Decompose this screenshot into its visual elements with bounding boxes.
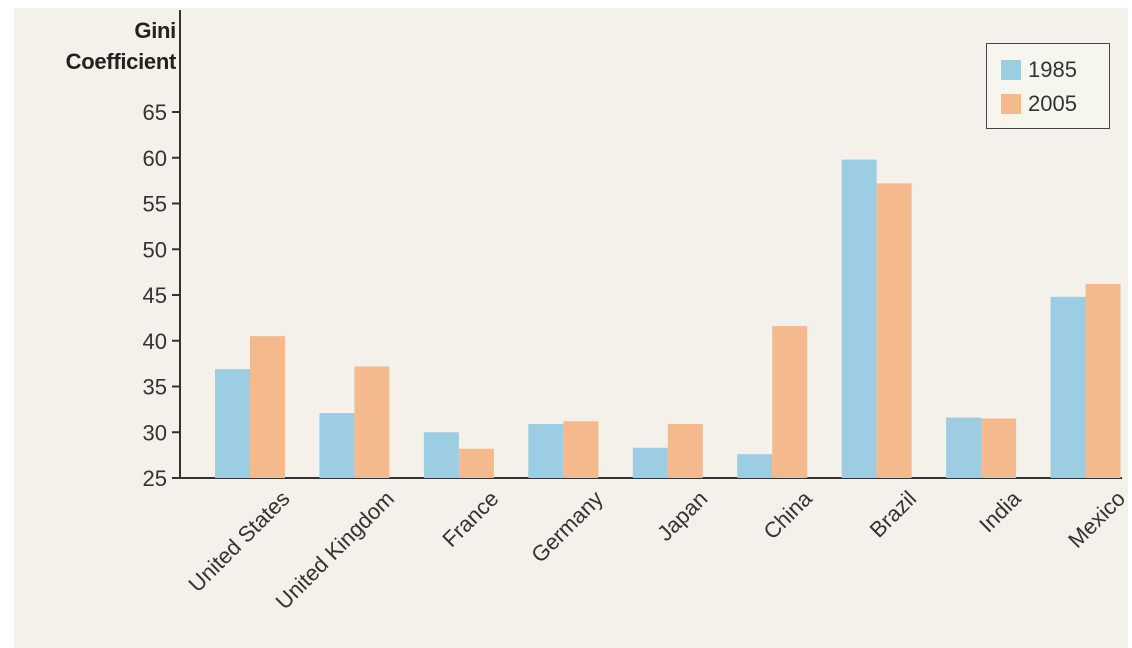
legend: 1985 2005 [986, 43, 1110, 129]
bar-1985-united-kingdom [319, 413, 355, 478]
bar-1985-france [423, 432, 459, 478]
y-axis-ticks: 25 30 35 40 45 50 55 60 65 [143, 100, 180, 491]
y-tick-label: 60 [143, 146, 167, 171]
y-tick-label: 50 [143, 237, 167, 262]
x-tick-label: France [437, 486, 503, 552]
bar-2005-brazil [876, 183, 912, 478]
y-tick-label: 40 [143, 329, 167, 354]
x-tick-label: Mexico [1063, 486, 1130, 553]
bar-2005-united-kingdom [354, 366, 390, 478]
x-tick-label: Japan [652, 486, 712, 546]
bars-group [215, 159, 1121, 478]
chart-panel [14, 8, 1128, 648]
x-tick-label: United States [183, 486, 294, 597]
x-tick-label: Germany [526, 486, 608, 568]
bar-2005-japan [667, 424, 703, 478]
legend-label-2005: 2005 [1028, 91, 1077, 116]
legend-item-2005: 2005 [1001, 91, 1077, 116]
x-tick-label: India [974, 485, 1026, 537]
bar-1985-india [946, 417, 982, 478]
y-tick-label: 35 [143, 375, 167, 400]
bar-1985-china [737, 454, 773, 478]
bar-2005-china [772, 326, 808, 478]
y-axis-title-line-2: Coefficient [65, 49, 177, 74]
x-tick-label: China [758, 485, 817, 544]
bar-1985-japan [632, 447, 668, 478]
bar-1985-brazil [841, 159, 877, 478]
bar-2005-united-states [250, 336, 285, 478]
bar-2005-germany [563, 421, 599, 478]
y-tick-label: 55 [143, 192, 167, 217]
bar-1985-germany [528, 424, 564, 478]
legend-swatch-2005 [1001, 94, 1021, 114]
legend-swatch-1985 [1001, 60, 1021, 80]
bar-2005-india [981, 418, 1017, 478]
bar-2005-mexico [1085, 284, 1121, 478]
y-axis-title-line-1: Gini [134, 18, 176, 43]
legend-item-1985: 1985 [1001, 57, 1077, 82]
y-tick-label: 25 [143, 466, 167, 491]
bar-1985-united-states [215, 369, 250, 478]
bar-1985-mexico [1050, 296, 1086, 478]
y-tick-label: 45 [143, 283, 167, 308]
x-tick-label: Brazil [865, 486, 922, 543]
y-tick-label: 65 [143, 100, 167, 125]
y-axis-title: Gini Coefficient [10, 15, 177, 77]
legend-label-1985: 1985 [1028, 57, 1077, 82]
bar-2005-france [458, 448, 494, 478]
y-tick-label: 30 [143, 420, 167, 445]
